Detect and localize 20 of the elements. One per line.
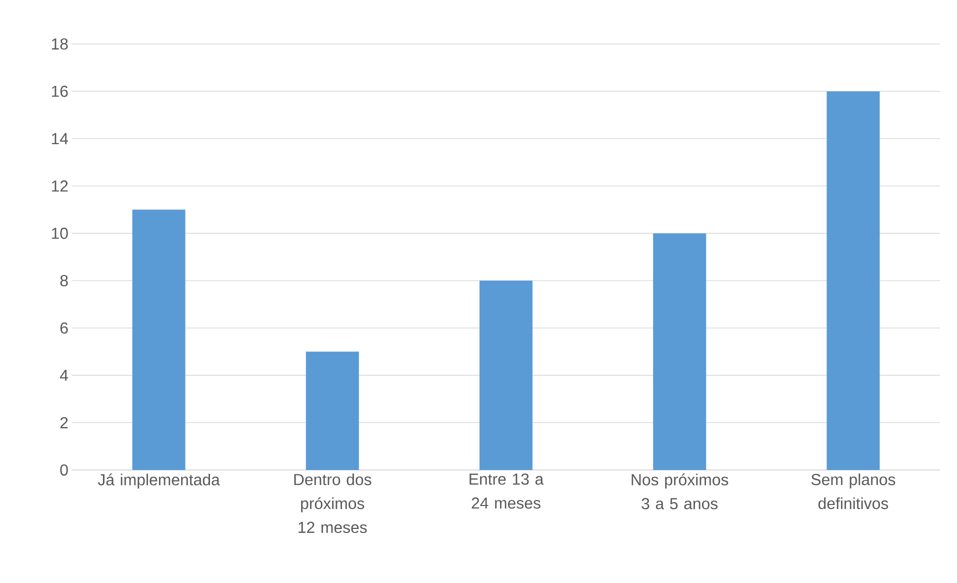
y-tick-label: 0 <box>60 464 68 476</box>
y-tick-label: 2 <box>60 417 68 428</box>
x-tick-label: Nos próximos 3 a 5 anos <box>632 474 728 510</box>
y-tick-label: 8 <box>60 275 68 286</box>
bar <box>480 280 533 470</box>
bar <box>132 210 186 470</box>
y-tick-label: 12 <box>52 180 68 192</box>
bar <box>826 91 880 470</box>
y-tick-label: 10 <box>52 228 68 239</box>
y-tick-label: 14 <box>52 133 68 144</box>
y-tick-label: 4 <box>60 370 68 381</box>
y-tick-label: 6 <box>60 322 68 334</box>
bar <box>653 233 706 470</box>
x-tick-label: Dentro dos próximos 12 meses <box>294 474 372 534</box>
x-tick-label: Já implementada <box>98 474 220 489</box>
x-tick-label: Entre 13 a 24 meses <box>470 474 544 509</box>
y-tick-label: 16 <box>52 86 68 97</box>
x-tick-label: Sem planos definitivos <box>811 474 896 510</box>
y-tick-label: 18 <box>52 38 68 50</box>
bar <box>306 352 359 470</box>
